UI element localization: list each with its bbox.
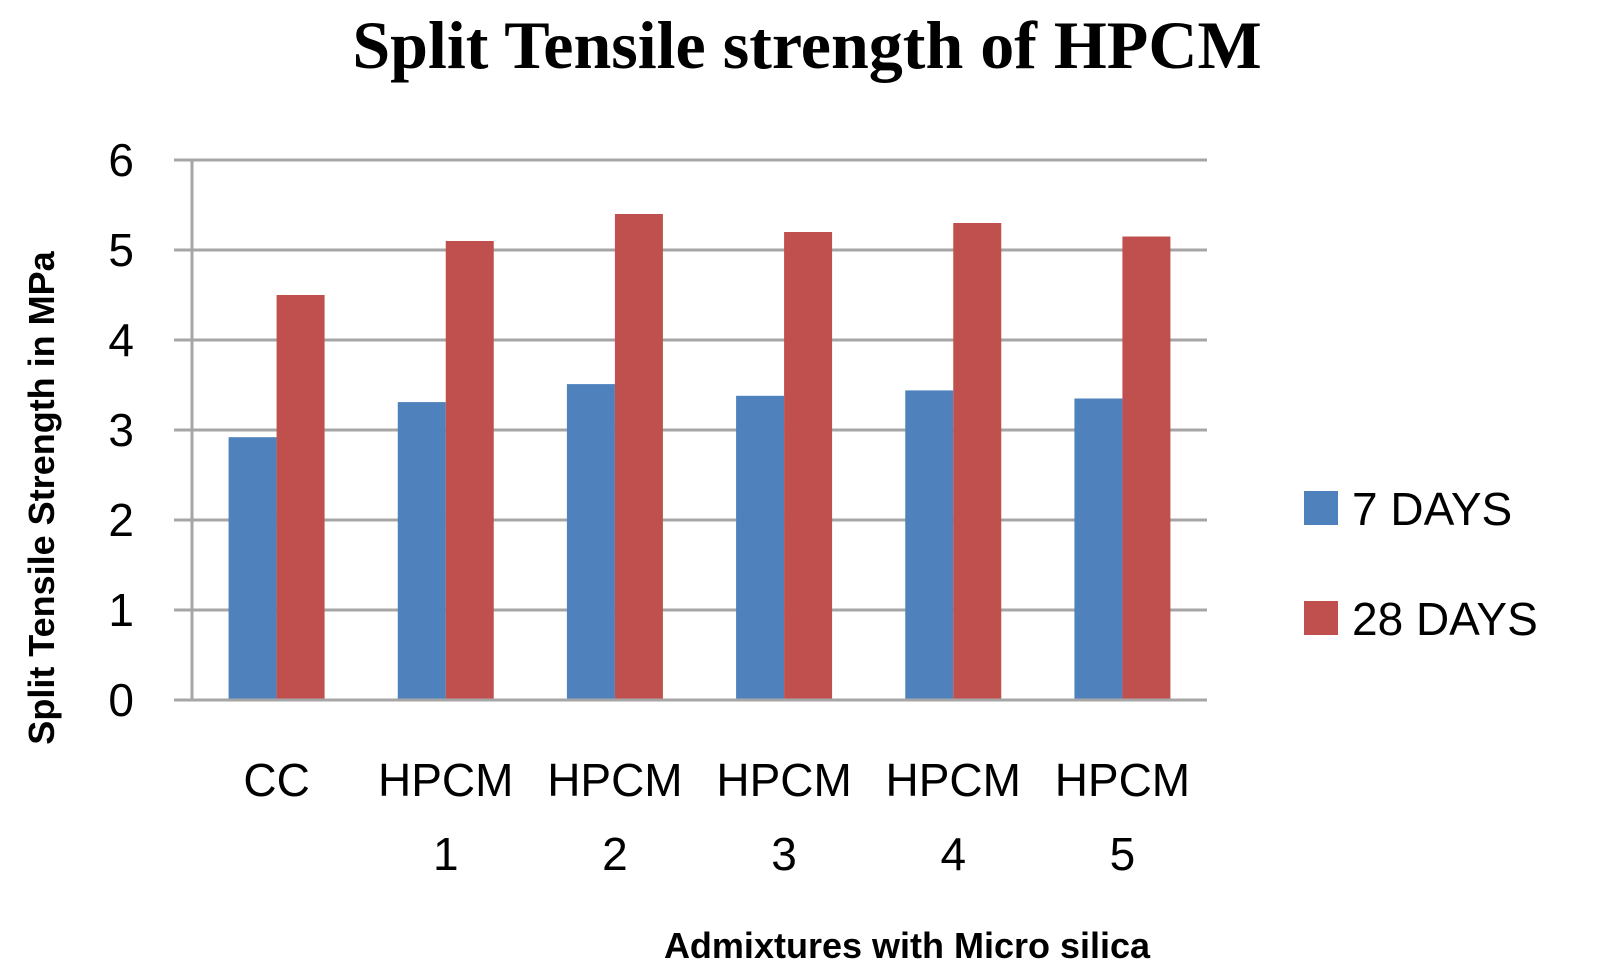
bar-7-days-3 [566,384,615,700]
x-category-label: HPCM [886,754,1021,806]
legend-item: 7 DAYS [1304,483,1512,535]
legend-swatch [1304,601,1338,635]
gridlines [174,158,1207,612]
legend-label: 7 DAYS [1352,483,1512,535]
x-category-label: HPCM [378,754,513,806]
y-tick-label: 2 [108,494,134,546]
bar-28-days-2 [445,241,494,700]
x-category-label: CC [243,754,309,806]
bar-28-days-6 [1122,236,1171,700]
y-axis-label: Split Tensile Strength in MPa [21,250,62,744]
x-category-label: 2 [602,828,628,880]
y-tick-label: 6 [108,134,134,186]
chart-title: Split Tensile strength of HPCM [352,7,1261,83]
bar-7-days-1 [228,437,277,700]
y-tick-label: 0 [108,674,134,726]
bars [228,214,1171,700]
x-category-label: 4 [940,828,966,880]
y-tick-labels: 0 1 2 3 4 5 6 [108,134,134,726]
x-category-label: HPCM [1055,754,1190,806]
legend-item: 28 DAYS [1304,593,1538,645]
legend: 7 DAYS 28 DAYS [1304,483,1538,645]
bar-7-days-5 [905,390,954,700]
y-tick-label: 3 [108,404,134,456]
x-category-labels: CC HPCM 1 HPCM 2 HPCM 3 HPCM 4 HPCM 5 [243,754,1190,880]
legend-swatch [1304,491,1338,525]
x-category-label: 3 [771,828,797,880]
bar-28-days-1 [276,295,325,700]
bar-28-days-3 [614,214,663,700]
axes [174,160,1207,702]
x-category-label: 1 [433,828,459,880]
x-category-label: HPCM [547,754,682,806]
bar-7-days-4 [736,395,785,700]
x-category-label: 5 [1110,828,1136,880]
x-axis-label: Admixtures with Micro silica [664,925,1151,966]
y-tick-label: 4 [108,314,134,366]
bar-28-days-5 [953,223,1002,700]
legend-label: 28 DAYS [1352,593,1538,645]
bar-7-days-6 [1074,398,1123,700]
y-tick-label: 5 [108,224,134,276]
bar-7-days-2 [397,402,446,700]
y-tick-label: 1 [108,584,134,636]
bar-28-days-4 [784,232,833,700]
x-category-label: HPCM [716,754,851,806]
